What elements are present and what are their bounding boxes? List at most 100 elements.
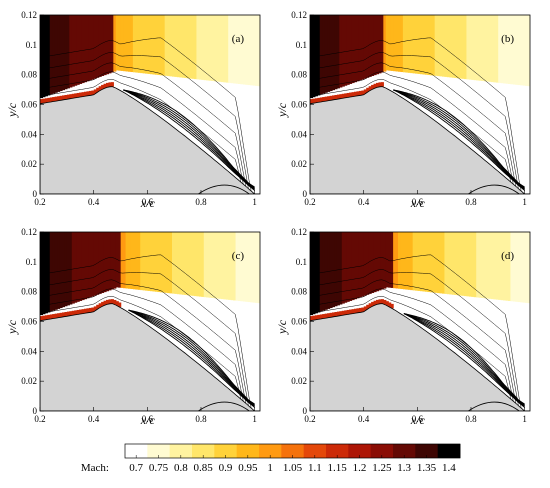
y-tick-label: 0.1: [26, 40, 37, 50]
x-axis-title: x/c: [140, 196, 156, 210]
panel-3: 0.2 0.4 0.6 0.8 1 0 0.02 0.04 0.06 0.08 0.1 0.12 x/c…: [5, 227, 261, 427]
mach-cell: [69, 94, 73, 99]
mach-cell: [66, 311, 70, 317]
streamline: [310, 78, 530, 194]
mach-cell: [429, 232, 433, 293]
mach-cell: [79, 232, 83, 301]
mach-cell: [79, 92, 83, 98]
mach-cell: [366, 87, 370, 93]
mach-cell: [59, 95, 63, 101]
mach-cell: [380, 82, 384, 87]
mach-cell: [378, 82, 382, 87]
mach-cell: [103, 300, 107, 306]
y-tick-label: 0.06: [21, 317, 37, 327]
mach-cell: [98, 86, 102, 91]
mach-cell: [366, 304, 370, 310]
mach-cell: [346, 232, 350, 302]
panel-tag: (b): [501, 33, 514, 45]
mach-cell: [59, 232, 63, 309]
x-tick-label: 0.8: [195, 197, 207, 207]
mach-cell: [44, 232, 48, 314]
mach-cell: [354, 232, 358, 300]
mach-cell: [361, 232, 365, 297]
mach-cell: [113, 232, 117, 289]
mach-cell: [356, 91, 360, 96]
mach-cell: [52, 314, 56, 319]
mach-cell: [483, 15, 487, 82]
mach-cell: [101, 84, 105, 90]
mach-cell: [167, 232, 171, 294]
mach-cell: [466, 232, 470, 297]
streamline: [40, 269, 260, 411]
mach-cell: [132, 232, 136, 290]
mach-cell: [110, 82, 114, 87]
colorbar-tick-label: 0.95: [238, 462, 258, 474]
mach-cell: [405, 232, 409, 290]
mach-cell: [137, 15, 141, 73]
mach-cell: [329, 232, 333, 309]
mach-cell: [216, 232, 220, 299]
mach-cell: [332, 95, 336, 100]
mach-cell: [88, 307, 92, 313]
mach-cell: [310, 316, 314, 321]
mach-cell: [420, 15, 424, 75]
mach-cell: [137, 232, 141, 290]
mach-cell: [324, 15, 328, 93]
vortex-line: [123, 89, 255, 191]
mach-cell: [257, 232, 260, 304]
mach-cell: [398, 232, 402, 289]
mach-cell: [327, 96, 331, 101]
y-axis-title: y/c: [5, 319, 19, 335]
mach-cell: [341, 15, 345, 87]
mach-cell: [481, 232, 485, 299]
mach-cell: [493, 15, 497, 83]
y-tick-label: 0.08: [21, 70, 37, 80]
mach-cell: [98, 232, 102, 294]
colorbar-label: Mach:: [81, 462, 109, 474]
vortex-line: [128, 309, 255, 406]
mach-cell: [167, 15, 171, 77]
mach-cell: [113, 15, 117, 72]
mach-cell: [322, 97, 326, 102]
mach-cell: [395, 15, 399, 72]
mach-cell: [351, 15, 355, 84]
mach-cell: [476, 232, 480, 298]
mach-cell: [473, 15, 477, 81]
mach-cell: [91, 90, 95, 95]
colorbar-tick-label: 0.8: [174, 462, 188, 474]
mach-cell: [351, 232, 355, 301]
mach-cell: [344, 93, 348, 98]
mach-cell: [147, 15, 151, 74]
mach-cell: [510, 232, 514, 302]
mach-cell: [218, 232, 222, 299]
mach-cell: [525, 15, 529, 86]
mach-cell: [66, 15, 70, 89]
mach-cell: [106, 15, 110, 75]
mach-cell: [191, 232, 195, 296]
mach-cell: [235, 15, 239, 84]
mach-cell: [332, 312, 336, 317]
vortex-line: [403, 313, 525, 405]
mach-cell: [464, 232, 468, 297]
y-tick-label: 0.08: [21, 287, 37, 297]
mach-cell: [373, 300, 377, 306]
x-tick-label: 0.2: [304, 414, 315, 424]
mach-cell: [84, 91, 88, 97]
colorbar-swatch: [326, 444, 349, 458]
mach-cell: [390, 232, 394, 288]
mach-cell: [505, 15, 509, 84]
mach-cell: [120, 232, 124, 288]
mach-cell: [191, 15, 195, 79]
mach-cell: [120, 15, 124, 71]
mach-cell: [312, 315, 316, 321]
mach-cell: [238, 15, 242, 84]
mach-cell: [184, 15, 188, 79]
colorbar-swatch: [147, 444, 171, 458]
vortex-line: [123, 89, 255, 189]
mach-cell: [57, 96, 61, 101]
vortex-line: [123, 89, 255, 188]
x-tick-label: 1: [252, 414, 257, 424]
mach-cell: [54, 15, 58, 93]
x-tick-label: 0.4: [88, 414, 100, 424]
mach-cell: [517, 15, 521, 86]
